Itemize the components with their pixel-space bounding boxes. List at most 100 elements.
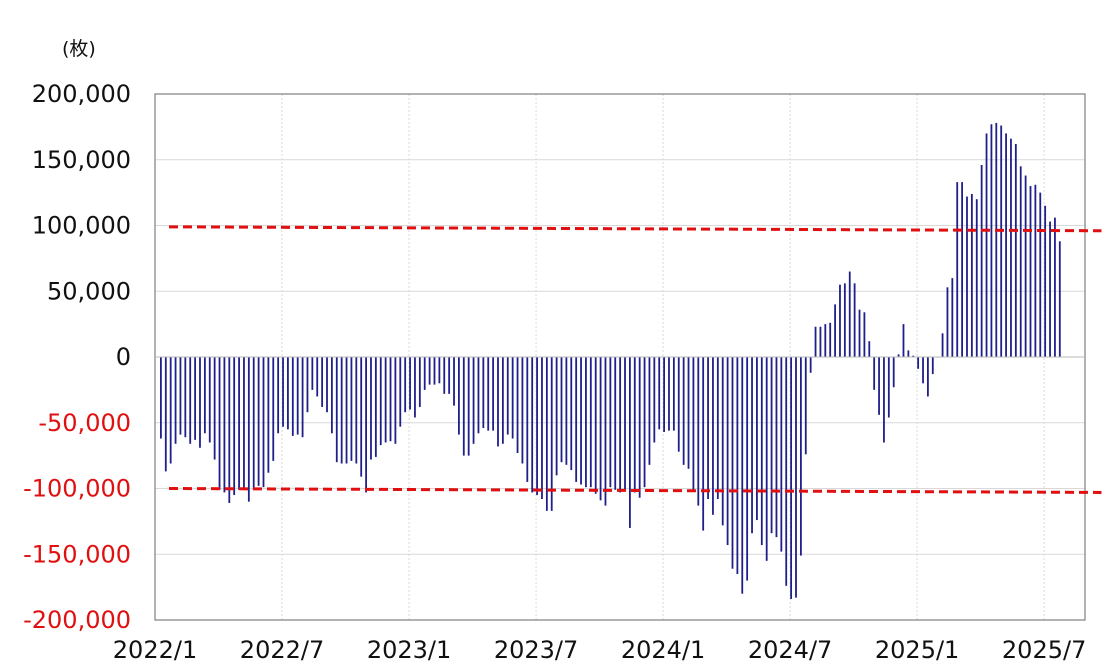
bar bbox=[721, 357, 724, 526]
bar bbox=[330, 357, 333, 434]
bar bbox=[790, 357, 793, 599]
y-tick-label: 150,000 bbox=[32, 146, 131, 174]
bar bbox=[492, 357, 495, 431]
bar bbox=[477, 357, 480, 434]
bar bbox=[169, 357, 172, 464]
bar bbox=[726, 357, 729, 546]
bar bbox=[629, 357, 631, 528]
bar bbox=[814, 326, 817, 357]
bar bbox=[589, 357, 592, 488]
bar bbox=[995, 122, 998, 358]
bar bbox=[912, 355, 915, 357]
bar bbox=[702, 357, 705, 531]
bar bbox=[970, 193, 973, 357]
bar bbox=[365, 357, 367, 493]
bar bbox=[1024, 175, 1027, 357]
bar bbox=[184, 357, 187, 438]
bar bbox=[536, 357, 538, 496]
bar bbox=[990, 124, 993, 357]
bar bbox=[741, 357, 744, 594]
bar bbox=[497, 357, 499, 447]
bar bbox=[853, 283, 856, 357]
bar bbox=[624, 357, 626, 490]
bar bbox=[922, 357, 924, 384]
bar bbox=[907, 350, 910, 357]
bar bbox=[873, 357, 876, 390]
x-tick-label: 2025/7 bbox=[1002, 636, 1086, 664]
bar bbox=[897, 354, 900, 357]
bar bbox=[291, 357, 294, 436]
bar bbox=[531, 357, 534, 493]
bar bbox=[208, 357, 211, 443]
bar bbox=[174, 357, 177, 444]
bar bbox=[619, 357, 622, 493]
x-tick-label: 2024/7 bbox=[748, 636, 832, 664]
bar bbox=[966, 196, 968, 357]
bar bbox=[961, 182, 963, 357]
bar bbox=[384, 357, 387, 443]
bar bbox=[980, 165, 983, 357]
bar bbox=[545, 357, 548, 511]
bar bbox=[765, 357, 768, 561]
bar bbox=[399, 357, 402, 427]
bar bbox=[795, 357, 797, 598]
bar bbox=[287, 357, 289, 430]
bar bbox=[927, 357, 929, 397]
bar bbox=[668, 357, 670, 431]
bar bbox=[575, 357, 578, 482]
bar bbox=[541, 357, 543, 500]
bar bbox=[462, 357, 465, 456]
bar bbox=[1039, 192, 1042, 358]
bar bbox=[306, 357, 309, 413]
bar bbox=[487, 357, 490, 431]
bar bbox=[1054, 217, 1056, 357]
bar bbox=[697, 357, 700, 506]
bar bbox=[760, 357, 763, 546]
bar bbox=[316, 357, 319, 397]
bar bbox=[370, 357, 372, 460]
bar bbox=[272, 357, 275, 461]
bar bbox=[277, 357, 280, 434]
bar bbox=[379, 357, 382, 446]
bar bbox=[506, 357, 509, 435]
bar bbox=[712, 357, 714, 515]
bar bbox=[799, 357, 802, 556]
bar bbox=[247, 357, 250, 502]
bar bbox=[716, 357, 719, 500]
x-tick-label: 2023/1 bbox=[367, 636, 451, 664]
bar bbox=[829, 322, 832, 357]
bar bbox=[428, 357, 431, 385]
bar bbox=[501, 357, 504, 444]
bar bbox=[1034, 184, 1037, 357]
bar bbox=[770, 357, 773, 534]
bar bbox=[834, 304, 836, 357]
bar bbox=[941, 333, 944, 357]
bar bbox=[511, 357, 514, 439]
bar bbox=[228, 357, 231, 503]
bar bbox=[672, 357, 675, 431]
y-tick-label: 0 bbox=[116, 343, 131, 371]
bar bbox=[223, 357, 226, 493]
bar bbox=[472, 357, 475, 444]
bar bbox=[863, 312, 866, 357]
bar bbox=[203, 357, 206, 434]
bar bbox=[213, 357, 216, 460]
bar bbox=[633, 357, 636, 493]
bar bbox=[883, 357, 885, 443]
bar bbox=[550, 357, 553, 511]
bar bbox=[1049, 221, 1051, 357]
bar bbox=[345, 357, 348, 464]
bar bbox=[1010, 138, 1012, 357]
bar bbox=[414, 357, 416, 418]
bar bbox=[1014, 143, 1017, 357]
bar bbox=[892, 357, 895, 388]
bar bbox=[262, 357, 265, 488]
y-tick-label: -200,000 bbox=[23, 606, 131, 634]
bar bbox=[360, 357, 363, 477]
bar bbox=[643, 357, 646, 488]
bar bbox=[585, 357, 587, 488]
bar bbox=[296, 357, 299, 435]
bar bbox=[326, 357, 328, 413]
bar bbox=[707, 357, 709, 500]
